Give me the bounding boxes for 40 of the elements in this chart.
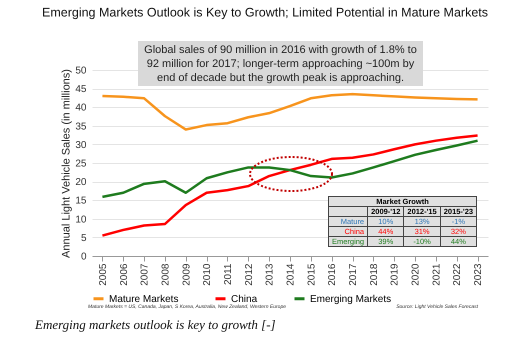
x-tick-label: 2018	[368, 263, 380, 286]
y-tick-label: 40	[75, 102, 87, 114]
y-tick-label: 30	[75, 140, 87, 151]
x-tick-label: 2011	[222, 263, 234, 286]
x-tick-label: 2008	[160, 263, 172, 286]
x-tick-label: 2019	[390, 263, 401, 286]
y-tick-label: 5	[80, 232, 87, 244]
x-tick-label: 2020	[410, 263, 422, 286]
line-series	[101, 92, 479, 131]
chart-title: Emerging Markets Outlook is Key to Growth; Limited Potential in Mature Markets	[42, 6, 488, 20]
line-series	[101, 139, 479, 198]
x-tick-label: 2010	[202, 263, 214, 286]
x-tick-label: 2023	[473, 263, 484, 286]
x-tick-label: 2021	[431, 263, 442, 286]
x-tick-label: 2016	[327, 263, 338, 286]
y-axis-title: Annual Light Vehicle Sales (in millions)	[60, 69, 72, 258]
y-tick-label: 25	[75, 158, 87, 170]
legend-label: Emerging Markets	[310, 294, 392, 305]
x-tick-label: 2013	[264, 263, 276, 286]
legend-label: China	[231, 294, 258, 305]
x-tick-label: 2014	[286, 263, 296, 286]
x-tick-label: 2022	[452, 263, 464, 286]
x-tick-label: 2009	[181, 263, 192, 286]
x-tick-label: 2006	[118, 263, 130, 286]
x-tick-label: 2005	[98, 263, 109, 286]
y-tick-label: 15	[75, 196, 87, 207]
y-tick-label: 10	[75, 214, 87, 226]
text: Emerging markets outlook is key to growth [-]	[35, 317, 276, 333]
x-tick-label: 2017	[348, 263, 360, 286]
x-tick-label: 2007	[140, 263, 151, 286]
y-tick-label: 45	[75, 84, 87, 96]
annotation: Global sales of 90 million in 2016 with growth of 1.8% to 92 million for 2017; longer-term approaching ~100m by end of decade but the growth peak is approaching.	[138, 41, 423, 86]
legend-label: Mature Markets	[109, 294, 178, 305]
y-tick-label: 35	[75, 121, 87, 132]
x-tick-label: 2012	[244, 263, 255, 286]
line-series	[101, 134, 479, 237]
x-tick-label: 2015	[306, 263, 318, 286]
y-tick-label: 0	[80, 252, 87, 262]
y-tick-label: 50	[75, 66, 87, 76]
y-tick-label: 20	[75, 177, 87, 188]
